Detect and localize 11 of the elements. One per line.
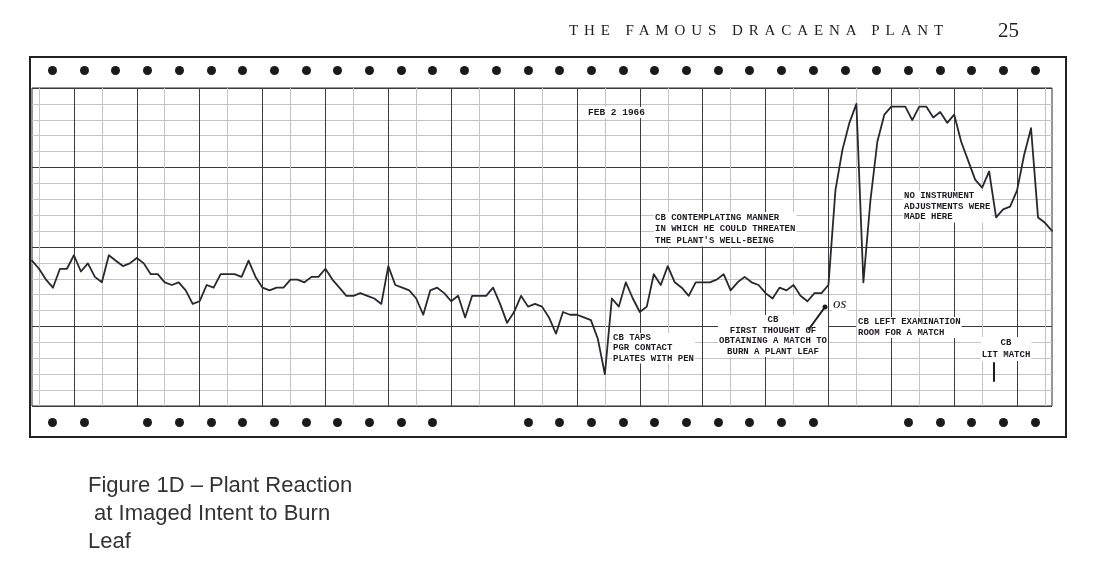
annotation: os <box>833 295 847 311</box>
text: 25 <box>998 18 1019 44</box>
annotation: CB TAPS PGR CONTACT PLATES WITH PEN <box>613 333 695 364</box>
annotation: CB LIT MATCH <box>981 338 1031 360</box>
annotation: CB LEFT EXAMINATION ROOM FOR A MATCH <box>858 317 961 338</box>
text: THE FAMOUS DRACAENA PLANT <box>569 21 950 39</box>
text: Figure 1D – Plant Reaction at Imaged Intent to Burn Leaf <box>88 471 353 553</box>
annotation: NO INSTRUMENT ADJUSTMENTS WERE MADE HERE <box>904 191 992 223</box>
annotation: FEB 2 1966 <box>588 107 646 118</box>
annotation: CB CONTEMPLATING MANNER IN WHICH HE COULD THREATEN THE PLANT'S WELL-BEING <box>655 212 796 246</box>
annotation: CB FIRST THOUGHT OF OBTAINING A MATCH TO BURN A PLANT LEAF <box>718 315 828 357</box>
